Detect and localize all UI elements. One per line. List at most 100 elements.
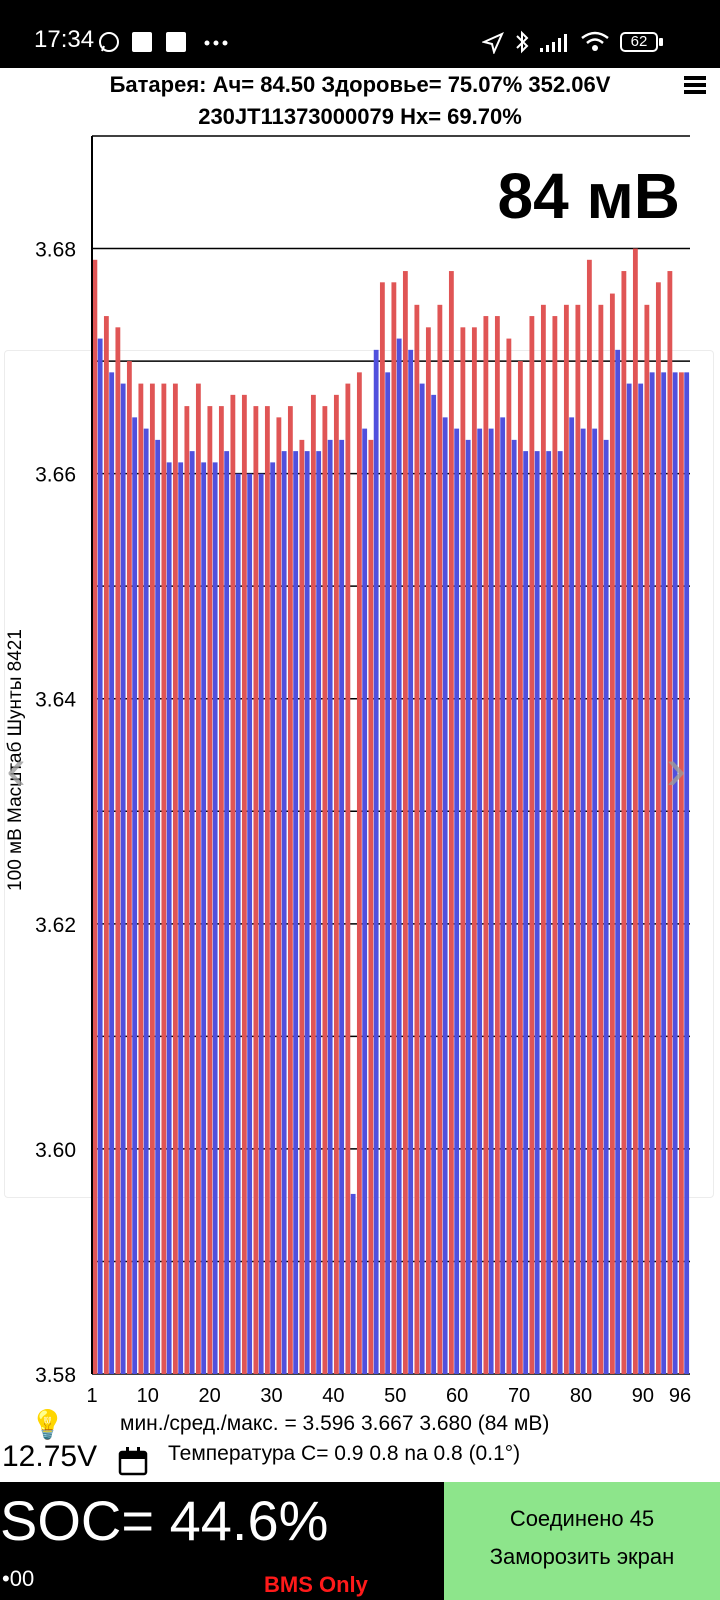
bar-blue xyxy=(270,462,276,1374)
bar-red xyxy=(506,338,512,1375)
bar-red xyxy=(172,383,178,1375)
bar-red xyxy=(471,327,477,1374)
x-tick-label: 50 xyxy=(384,1385,406,1407)
bar-blue xyxy=(316,451,322,1374)
bar-blue xyxy=(523,451,529,1374)
bar-blue xyxy=(327,439,333,1374)
bar-blue xyxy=(557,451,563,1374)
bar-red xyxy=(667,271,673,1374)
bar-red xyxy=(103,316,109,1374)
chevron-right-icon[interactable]: › xyxy=(666,735,686,802)
bar-red xyxy=(287,406,293,1374)
soc-value: SOC= 44.6% xyxy=(0,1489,329,1552)
square-icon xyxy=(166,32,186,52)
bar-red xyxy=(184,406,190,1374)
bar-red xyxy=(149,383,155,1375)
bar-red xyxy=(391,282,397,1374)
bar-blue xyxy=(638,383,644,1375)
bar-red xyxy=(195,383,201,1375)
bar-blue xyxy=(235,473,241,1374)
bar-red xyxy=(655,282,661,1374)
bar-blue xyxy=(339,439,345,1374)
connect-freeze-button[interactable]: Соединено 45 Заморозить экран xyxy=(444,1482,720,1600)
bar-blue xyxy=(189,451,195,1374)
bar-blue xyxy=(143,428,149,1375)
bar-blue xyxy=(615,349,621,1374)
bar-blue xyxy=(488,428,494,1375)
bar-red xyxy=(575,304,581,1375)
bar-blue xyxy=(419,383,425,1375)
bar-blue xyxy=(97,338,103,1375)
bar-blue xyxy=(120,383,126,1375)
bar-red xyxy=(207,406,213,1374)
bar-blue xyxy=(350,1193,356,1374)
bar-blue xyxy=(396,338,402,1375)
x-tick-label: 30 xyxy=(260,1385,282,1407)
bar-blue xyxy=(431,394,437,1374)
min-avg-max: мин./сред./макс. = 3.596 3.667 3.680 (84… xyxy=(120,1412,550,1435)
x-tick-label: 80 xyxy=(570,1385,592,1407)
bar-red xyxy=(126,361,132,1374)
bar-red xyxy=(402,271,408,1374)
square-icon xyxy=(132,32,152,52)
status-time: 17:34 xyxy=(34,26,95,53)
bar-red xyxy=(437,304,443,1375)
bar-blue xyxy=(132,417,138,1374)
bar-red xyxy=(678,372,684,1374)
bar-blue xyxy=(546,451,552,1374)
bar-blue xyxy=(247,473,253,1374)
x-tick-label: 60 xyxy=(446,1385,468,1407)
bar-red xyxy=(598,304,604,1375)
bar-blue xyxy=(534,451,540,1374)
x-tick-label: 1 xyxy=(86,1385,97,1407)
chevron-left-icon[interactable]: ‹ xyxy=(6,735,26,802)
light-bulb-icon[interactable]: 💡 xyxy=(30,1409,65,1440)
bar-red xyxy=(299,439,305,1374)
battery-icon: 62 xyxy=(620,32,658,52)
bar-blue xyxy=(649,372,655,1374)
signal-icon xyxy=(540,34,567,52)
bar-red xyxy=(345,383,351,1375)
bar-blue xyxy=(109,372,115,1374)
battery-serial: 230JT11373000079 Hx= 69.70% xyxy=(198,104,522,129)
x-tick-label: 96 xyxy=(669,1385,691,1407)
bar-red xyxy=(264,406,270,1374)
y-tick-label: 3.60 xyxy=(35,1139,76,1162)
y-tick-label: 3.68 xyxy=(35,239,76,262)
bar-blue xyxy=(178,462,184,1374)
bar-blue xyxy=(661,372,667,1374)
bar-red xyxy=(356,372,362,1374)
battery-summary: Батарея: Ач= 84.50 Здоровье= 75.07% 352.… xyxy=(109,72,611,97)
battery-tip xyxy=(659,38,663,46)
bar-blue xyxy=(258,473,264,1374)
cell-voltage-chart: 3.58 3.60 3.62 3.64 3.66 3.68 1 10 20 30 40 50 60 70… xyxy=(35,135,691,1407)
bar-red xyxy=(644,304,650,1375)
x-tick-label: 20 xyxy=(198,1385,220,1407)
bar-blue xyxy=(373,349,379,1374)
bar-blue xyxy=(201,462,207,1374)
bms-only-label: BMS Only xyxy=(264,1572,368,1597)
delta-label: 84 мВ xyxy=(497,160,680,232)
bluetooth-icon xyxy=(516,30,529,54)
bar-red xyxy=(517,361,523,1374)
bar-blue xyxy=(465,439,471,1374)
y-tick-label: 3.62 xyxy=(35,914,76,937)
series-red-bars xyxy=(92,248,684,1375)
bar-red xyxy=(310,394,316,1374)
bar-red xyxy=(138,383,144,1375)
calendar-icon[interactable] xyxy=(118,1446,148,1476)
bar-red xyxy=(563,304,569,1375)
bar-red xyxy=(115,327,121,1374)
bar-blue xyxy=(500,417,506,1374)
x-tick-label: 90 xyxy=(632,1385,654,1407)
hamburger-menu-icon[interactable] xyxy=(684,76,706,94)
bar-blue xyxy=(442,417,448,1374)
bar-red xyxy=(483,316,489,1374)
bar-blue xyxy=(304,451,310,1374)
bar-red xyxy=(414,304,420,1375)
temperatures: Температура С= 0.9 0.8 na 0.8 (0.1°) xyxy=(168,1442,521,1465)
status-bar: 17:34 62 xyxy=(0,0,720,68)
bar-blue xyxy=(293,451,299,1374)
bar-blue xyxy=(155,439,161,1374)
bar-red xyxy=(161,383,167,1375)
